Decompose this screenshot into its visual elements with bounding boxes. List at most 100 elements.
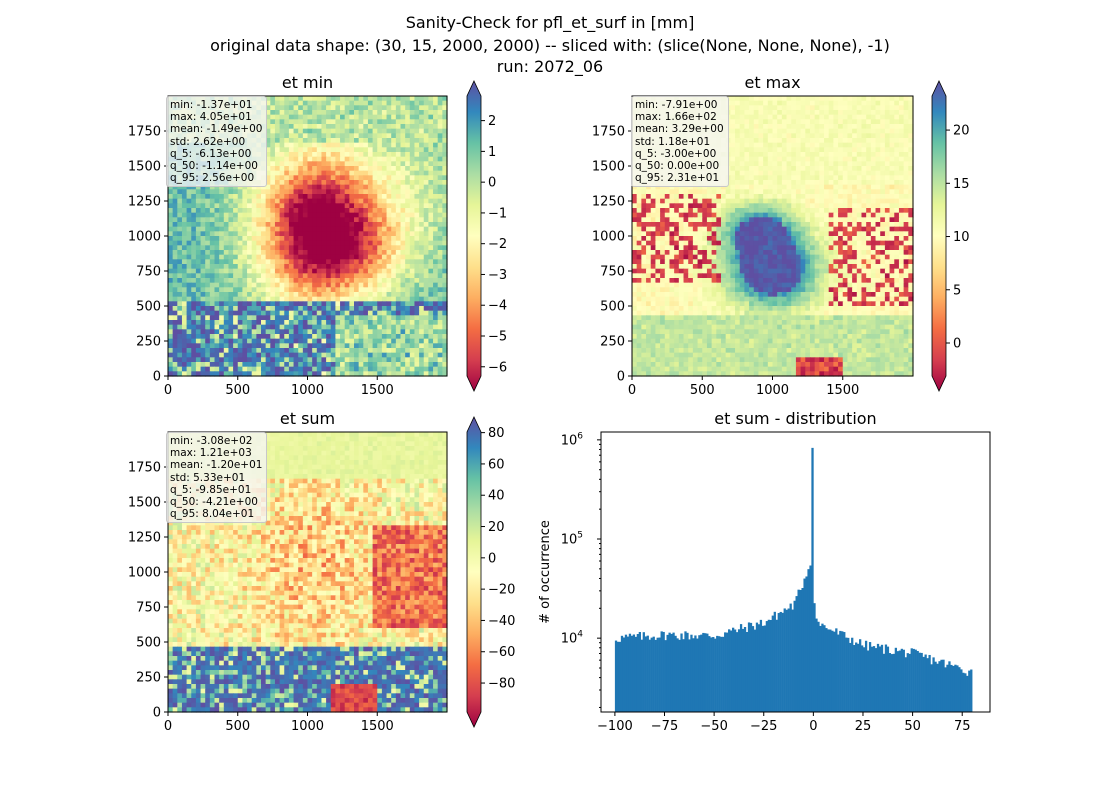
heatmap-cell	[391, 100, 397, 106]
heatmap-cell	[423, 334, 429, 340]
heatmap-cell	[795, 119, 802, 125]
heatmap-cell	[386, 315, 392, 321]
heatmap-cell	[372, 180, 378, 186]
heatmap-cell	[856, 142, 863, 148]
heatmap-cell	[312, 343, 318, 349]
heatmap-cell	[847, 110, 853, 116]
heatmap-cell	[409, 352, 416, 358]
heatmap-cell	[386, 301, 392, 307]
heatmap-cell	[367, 250, 374, 256]
heatmap-cell	[861, 124, 867, 130]
y-tick-label: 750	[136, 265, 161, 280]
heatmap-cell	[223, 352, 230, 358]
heatmap-cell	[335, 282, 341, 288]
heatmap-cell	[377, 250, 383, 256]
heatmap-cell	[251, 212, 257, 218]
heatmap-cell	[288, 194, 295, 200]
heatmap-cell	[298, 142, 304, 148]
heatmap-cell	[168, 292, 174, 298]
heatmap-cell	[237, 371, 243, 377]
heatmap-cell	[405, 366, 411, 372]
heatmap-cell	[395, 362, 402, 368]
heatmap-cell	[228, 245, 234, 251]
heatmap-cell	[814, 166, 820, 172]
heatmap-cell	[279, 194, 285, 200]
heatmap-cell	[363, 268, 369, 274]
heatmap-cell	[428, 240, 434, 246]
heatmap-cell	[344, 296, 350, 302]
heatmap-cell	[824, 161, 830, 167]
heatmap-cell	[335, 156, 341, 162]
heatmap-cell	[186, 296, 192, 302]
heatmap-cell	[423, 194, 429, 200]
heatmap-cell	[363, 133, 369, 139]
heatmap-cell	[367, 278, 374, 284]
heatmap-cell	[372, 315, 378, 321]
heatmap-cell	[233, 231, 239, 237]
heatmap-cell	[265, 128, 271, 134]
heatmap-cell	[177, 198, 183, 204]
heatmap-cell	[419, 348, 425, 354]
heatmap-cell	[200, 371, 206, 377]
heatmap-cell	[247, 296, 253, 302]
heatmap-cell	[191, 208, 197, 214]
heatmap-cell	[428, 212, 434, 218]
heatmap-cell	[442, 226, 448, 232]
heatmap-cell	[298, 348, 304, 354]
heatmap-cell	[330, 105, 336, 111]
heatmap-cell	[391, 226, 397, 232]
heatmap-cell	[312, 166, 318, 172]
heatmap-cell	[419, 320, 425, 326]
heatmap-cell	[419, 105, 425, 111]
heatmap-cell	[414, 194, 420, 200]
heatmap-cell	[372, 254, 378, 260]
heatmap-cell	[795, 147, 802, 153]
heatmap-cell	[414, 264, 420, 270]
heatmap-cell	[261, 338, 267, 344]
heatmap-cell	[842, 100, 849, 106]
heatmap-cell	[228, 259, 234, 265]
heatmap-cell	[186, 292, 192, 298]
heatmap-cell	[433, 366, 439, 372]
heatmap-cell	[414, 366, 420, 372]
heatmap-cell	[214, 357, 220, 363]
heatmap-cell	[242, 343, 248, 349]
heatmap-cell	[805, 184, 811, 190]
heatmap-cell	[437, 114, 443, 120]
heatmap-cell	[363, 254, 369, 260]
heatmap-cell	[195, 329, 202, 335]
heatmap-cell	[312, 152, 318, 158]
heatmap-cell	[391, 264, 397, 270]
heatmap-cell	[168, 212, 174, 218]
heatmap-cell	[636, 184, 642, 190]
heatmap-cell	[354, 348, 360, 354]
heatmap-cell	[814, 156, 820, 162]
heatmap-cell	[344, 240, 350, 246]
heatmap-cell	[758, 119, 764, 125]
heatmap-cell	[391, 357, 397, 363]
heatmap-cell	[288, 105, 295, 111]
heatmap-cell	[312, 175, 318, 181]
heatmap-cell	[433, 310, 439, 316]
heatmap-cell	[181, 236, 188, 242]
heatmap-cell	[358, 366, 364, 372]
heatmap-cell	[437, 366, 443, 372]
heatmap-cell	[414, 203, 420, 209]
heatmap-cell	[228, 282, 234, 288]
heatmap-cell	[749, 161, 755, 167]
heatmap-cell	[279, 184, 285, 190]
heatmap-cell	[423, 296, 429, 302]
heatmap-cell	[321, 138, 327, 144]
heatmap-cell	[307, 245, 313, 251]
heatmap-cell	[692, 189, 699, 195]
heatmap-cell	[186, 231, 192, 237]
heatmap-cell	[256, 217, 262, 223]
heatmap-cell	[270, 240, 276, 246]
heatmap-cell	[349, 273, 355, 279]
heatmap-cell	[284, 273, 290, 279]
heatmap-cell	[884, 114, 891, 120]
heatmap-cell	[177, 208, 183, 214]
heatmap-cell	[270, 371, 276, 377]
heatmap-cell	[772, 166, 778, 172]
heatmap-cell	[265, 278, 271, 284]
